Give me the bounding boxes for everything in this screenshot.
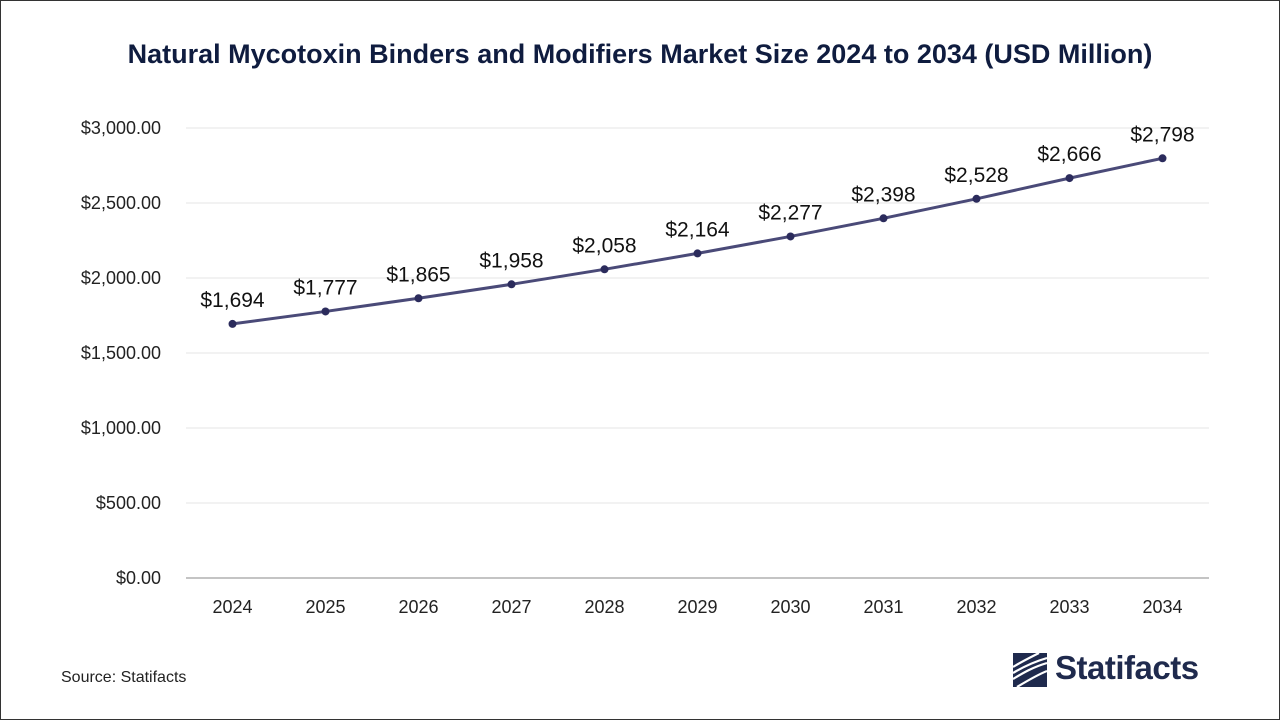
x-tick-label: 2027 (491, 597, 531, 617)
data-label: $2,398 (851, 183, 915, 206)
x-tick-label: 2028 (584, 597, 624, 617)
x-tick-label: 2034 (1142, 597, 1182, 617)
data-label: $2,666 (1037, 143, 1101, 166)
data-label: $1,958 (479, 249, 543, 272)
data-point (600, 265, 609, 274)
y-tick-label: $2,500.00 (81, 193, 161, 213)
data-point (507, 280, 516, 289)
y-tick-label: $1,000.00 (81, 418, 161, 438)
y-tick-label: $1,500.00 (81, 343, 161, 363)
y-tick-label: $500.00 (96, 493, 161, 513)
x-tick-label: 2024 (212, 597, 252, 617)
data-point (1065, 174, 1074, 183)
source-note: Source: Statifacts (61, 669, 187, 686)
data-point (972, 194, 981, 203)
x-tick-label: 2033 (1049, 597, 1089, 617)
data-label: $1,777 (293, 276, 357, 299)
data-label: $2,528 (944, 164, 1008, 187)
x-tick-label: 2032 (956, 597, 996, 617)
data-point (1158, 154, 1167, 163)
brand-name: Statifacts (1055, 649, 1199, 686)
statifacts-logo-icon (1013, 653, 1047, 687)
data-point (228, 319, 237, 328)
x-tick-label: 2031 (863, 597, 903, 617)
brand-logo: Statifacts (1013, 649, 1223, 695)
x-tick-label: 2026 (398, 597, 438, 617)
data-label: $2,798 (1130, 123, 1194, 146)
data-point (786, 232, 795, 241)
x-tick-label: 2029 (677, 597, 717, 617)
x-tick-label: 2030 (770, 597, 810, 617)
data-label: $2,058 (572, 234, 636, 257)
data-point (321, 307, 330, 316)
chart-title: Natural Mycotoxin Binders and Modifiers … (127, 39, 1153, 69)
data-point (879, 214, 888, 223)
data-label: $1,865 (386, 263, 450, 286)
data-point (693, 249, 702, 258)
y-tick-label: $2,000.00 (81, 268, 161, 288)
data-label: $2,277 (758, 201, 822, 224)
data-label: $2,164 (665, 218, 730, 241)
x-tick-label: 2025 (305, 597, 345, 617)
data-point (414, 294, 423, 303)
y-tick-label: $3,000.00 (81, 118, 161, 138)
data-label: $1,694 (200, 289, 265, 312)
y-tick-label: $0.00 (116, 568, 161, 588)
